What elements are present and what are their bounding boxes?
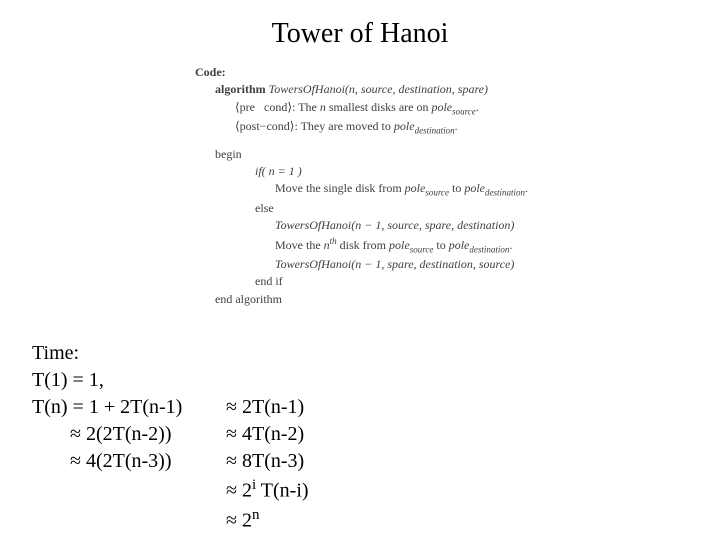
time-r2: ≈ 4T(n-2)	[226, 421, 309, 448]
postcond-pole: pole	[394, 119, 415, 133]
time-r4a: ≈ 2	[226, 480, 252, 502]
move-nth-pole2: pole	[449, 238, 470, 252]
postcond-label: ⟨post−cond⟩:	[235, 119, 298, 133]
code-else: else	[255, 200, 528, 217]
move-nth-sub2: destination	[469, 244, 509, 254]
page-title: Tower of Hanoi	[0, 18, 720, 50]
move-nth-a: Move the	[275, 238, 324, 252]
time-r4: ≈ 2i T(n-i)	[226, 475, 309, 505]
time-right-column: ≈ 2T(n-1) ≈ 4T(n-2) ≈ 8T(n-3) ≈ 2i T(n-i…	[226, 394, 309, 534]
move-single-sub1: source	[425, 188, 449, 198]
code-if-text: if( n = 1 )	[255, 164, 302, 178]
time-l1: T(1) = 1,	[32, 367, 182, 394]
move-single-b: to	[449, 181, 464, 195]
time-r1: ≈ 2T(n-1)	[226, 394, 309, 421]
time-r5sup: n	[252, 507, 260, 523]
precond-pole: pole	[431, 100, 452, 114]
precond-text-b: smallest disks are on	[326, 100, 432, 114]
move-single-a: Move the single disk from	[275, 181, 405, 195]
precond-pole-sub: source	[452, 106, 476, 116]
code-endalg: end algorithm	[215, 291, 528, 308]
time-r5a: ≈ 2	[226, 509, 252, 531]
move-single-pole2: pole	[464, 181, 485, 195]
code-label: Code:	[195, 65, 226, 79]
time-l3: ≈ 2(2T(n-2))	[32, 421, 182, 448]
time-left-column: Time: T(1) = 1, T(n) = 1 + 2T(n-1) ≈ 2(2…	[32, 340, 182, 475]
postcond-text: They are moved to	[301, 119, 394, 133]
time-r4b: T(n-i)	[256, 480, 308, 502]
move-single-sub2: destination	[485, 188, 525, 198]
move-single-pole1: pole	[405, 181, 426, 195]
move-nth-pole1: pole	[389, 238, 410, 252]
postcond-pole-sub: destination	[415, 126, 455, 136]
code-endif: end if	[255, 273, 528, 290]
code-begin: begin	[215, 146, 528, 163]
time-l2: T(n) = 1 + 2T(n-1)	[32, 394, 182, 421]
precond-label: ⟨pre cond⟩:	[235, 100, 295, 114]
move-nth-sub1: source	[410, 244, 434, 254]
move-nth-sup: th	[330, 236, 337, 246]
time-heading: Time:	[32, 340, 182, 367]
move-nth-b: disk from	[337, 238, 389, 252]
move-nth-c: to	[433, 238, 448, 252]
algorithm-signature: TowersOfHanoi(n, source, destination, sp…	[269, 82, 488, 96]
time-l4: ≈ 4(2T(n-3))	[32, 448, 182, 475]
time-r5: ≈ 2n	[226, 505, 309, 535]
code-rec1: TowersOfHanoi(n − 1, source, spare, dest…	[275, 217, 528, 234]
code-if: if( n = 1 )	[255, 163, 528, 180]
time-r3: ≈ 8T(n-3)	[226, 448, 309, 475]
code-rec2: TowersOfHanoi(n − 1, spare, destination,…	[275, 256, 528, 273]
code-block: Code: algorithm TowersOfHanoi(n, source,…	[195, 64, 528, 308]
algorithm-keyword: algorithm	[215, 82, 266, 96]
precond-text-a: The	[298, 100, 320, 114]
